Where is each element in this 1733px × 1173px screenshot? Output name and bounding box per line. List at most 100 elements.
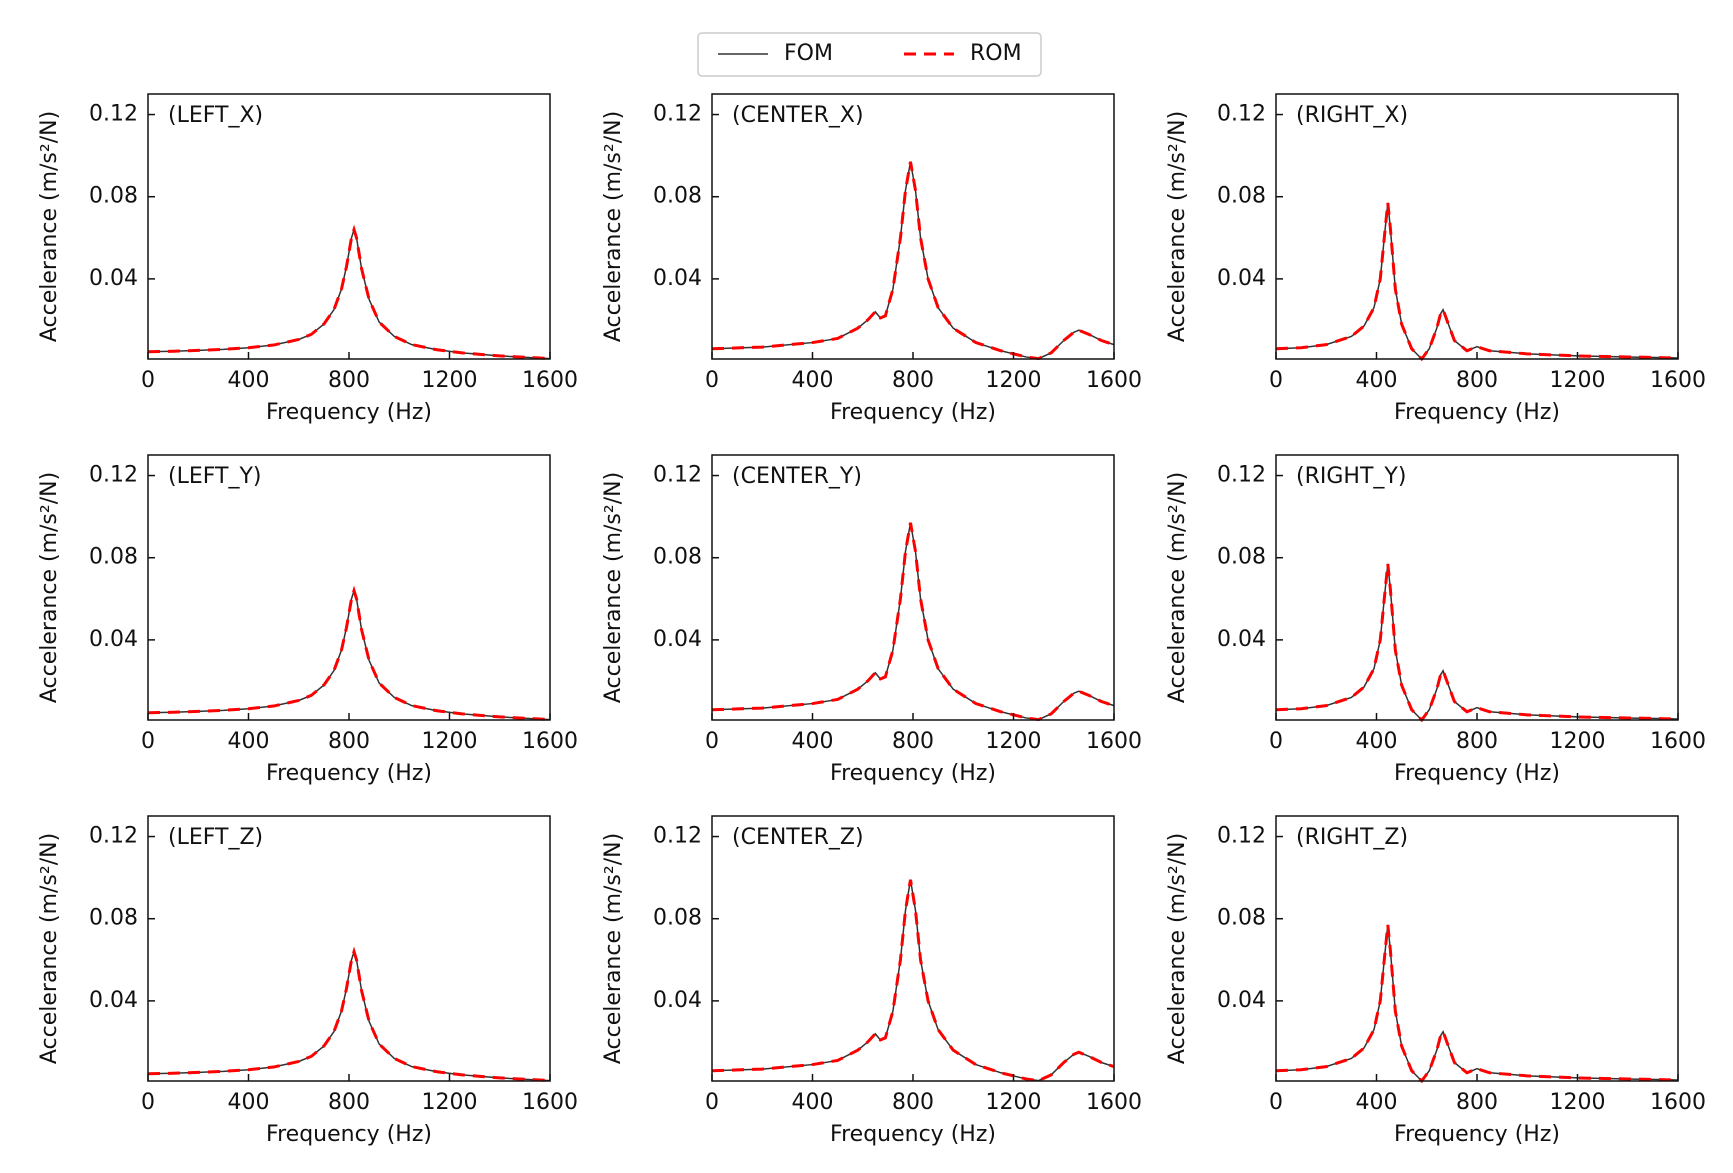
x-tick-label: 400 bbox=[1356, 368, 1398, 393]
x-tick-label: 1200 bbox=[986, 729, 1042, 754]
annotation: (RIGHT_Z) bbox=[1296, 825, 1408, 850]
y-tick-label: 0.12 bbox=[653, 463, 702, 488]
y-tick-label: 0.04 bbox=[89, 988, 138, 1013]
x-tick-label: 1200 bbox=[422, 368, 478, 393]
x-tick-label: 400 bbox=[228, 729, 270, 754]
y-tick-label: 0.04 bbox=[653, 988, 702, 1013]
x-tick-label: 1200 bbox=[422, 1090, 478, 1115]
axes-frame bbox=[147, 815, 551, 1082]
x-tick-label: 400 bbox=[792, 368, 834, 393]
y-axis-label: Accelerance (m/s²/N) bbox=[1165, 111, 1190, 342]
x-axis-label: Frequency (Hz) bbox=[830, 761, 996, 786]
axes-frame bbox=[1275, 93, 1679, 360]
y-tick-label: 0.08 bbox=[89, 184, 138, 209]
x-tick-label: 1600 bbox=[1650, 368, 1706, 393]
x-tick-label: 0 bbox=[141, 368, 155, 393]
x-tick-label: 1600 bbox=[1086, 368, 1142, 393]
x-tick-label: 0 bbox=[1269, 1090, 1283, 1115]
y-tick-label: 0.12 bbox=[1217, 463, 1266, 488]
x-tick-label: 1600 bbox=[1086, 1090, 1142, 1115]
x-tick-label: 1200 bbox=[1550, 368, 1606, 393]
y-axis-label: Accelerance (m/s²/N) bbox=[1165, 833, 1190, 1064]
annotation: (RIGHT_X) bbox=[1296, 103, 1408, 128]
x-axis-label: Frequency (Hz) bbox=[1394, 400, 1560, 425]
annotation: (LEFT_X) bbox=[168, 103, 263, 128]
x-tick-label: 400 bbox=[792, 729, 834, 754]
y-tick-label: 0.12 bbox=[89, 102, 138, 127]
x-axis-label: Frequency (Hz) bbox=[266, 400, 432, 425]
y-tick-label: 0.04 bbox=[89, 627, 138, 652]
y-tick-label: 0.08 bbox=[653, 906, 702, 931]
series-line bbox=[711, 879, 1115, 1082]
x-tick-label: 800 bbox=[1456, 368, 1498, 393]
x-tick-label: 1200 bbox=[422, 729, 478, 754]
x-tick-label: 1200 bbox=[1550, 729, 1606, 754]
series-line bbox=[1275, 924, 1679, 1083]
x-tick-label: 1600 bbox=[522, 368, 578, 393]
x-axis-label: Frequency (Hz) bbox=[266, 761, 432, 786]
series-line bbox=[711, 879, 1115, 1083]
x-axis-label: Frequency (Hz) bbox=[266, 1122, 432, 1147]
annotation: (LEFT_Z) bbox=[168, 825, 263, 850]
y-tick-label: 0.12 bbox=[89, 824, 138, 849]
legend-label: ROM bbox=[970, 41, 1022, 66]
x-axis-label: Frequency (Hz) bbox=[1394, 761, 1560, 786]
y-tick-label: 0.04 bbox=[1217, 988, 1266, 1013]
series-line bbox=[711, 522, 1115, 721]
series-line bbox=[711, 161, 1115, 361]
annotation: (CENTER_Y) bbox=[732, 464, 862, 489]
x-tick-label: 800 bbox=[892, 729, 934, 754]
axes-frame bbox=[147, 454, 551, 721]
axes-frame bbox=[711, 815, 1115, 1082]
legend-label: FOM bbox=[784, 41, 833, 66]
x-tick-label: 1600 bbox=[522, 729, 578, 754]
x-tick-label: 400 bbox=[228, 368, 270, 393]
series-line bbox=[1275, 563, 1679, 722]
annotation: (CENTER_Z) bbox=[732, 825, 864, 850]
y-tick-label: 0.04 bbox=[653, 266, 702, 291]
x-tick-label: 1200 bbox=[986, 368, 1042, 393]
x-tick-label: 0 bbox=[141, 729, 155, 754]
x-tick-label: 1600 bbox=[1650, 729, 1706, 754]
series-line bbox=[147, 585, 551, 722]
y-tick-label: 0.04 bbox=[1217, 266, 1266, 291]
y-axis-label: Accelerance (m/s²/N) bbox=[37, 472, 62, 703]
x-tick-label: 400 bbox=[1356, 729, 1398, 754]
y-tick-label: 0.08 bbox=[653, 545, 702, 570]
x-tick-label: 1200 bbox=[986, 1090, 1042, 1115]
y-tick-label: 0.08 bbox=[1217, 184, 1266, 209]
x-tick-label: 800 bbox=[328, 729, 370, 754]
series-line bbox=[1275, 202, 1679, 362]
y-tick-label: 0.08 bbox=[89, 906, 138, 931]
x-tick-label: 1600 bbox=[1086, 729, 1142, 754]
x-tick-label: 400 bbox=[792, 1090, 834, 1115]
x-tick-label: 0 bbox=[705, 1090, 719, 1115]
axes-frame bbox=[147, 93, 551, 360]
series-line bbox=[1275, 924, 1679, 1084]
y-tick-label: 0.08 bbox=[1217, 906, 1266, 931]
y-axis-label: Accelerance (m/s²/N) bbox=[601, 833, 626, 1064]
y-tick-label: 0.12 bbox=[89, 463, 138, 488]
y-tick-label: 0.04 bbox=[653, 627, 702, 652]
x-tick-label: 800 bbox=[328, 1090, 370, 1115]
y-tick-label: 0.12 bbox=[1217, 102, 1266, 127]
x-tick-label: 0 bbox=[705, 729, 719, 754]
x-tick-label: 1200 bbox=[1550, 1090, 1606, 1115]
legend-box bbox=[697, 32, 1042, 77]
x-tick-label: 800 bbox=[892, 1090, 934, 1115]
x-tick-label: 400 bbox=[1356, 1090, 1398, 1115]
series-line bbox=[711, 522, 1115, 722]
y-axis-label: Accelerance (m/s²/N) bbox=[37, 111, 62, 342]
x-tick-label: 0 bbox=[141, 1090, 155, 1115]
series-line bbox=[147, 946, 551, 1083]
series-line bbox=[1275, 563, 1679, 723]
x-tick-label: 1600 bbox=[1650, 1090, 1706, 1115]
x-tick-label: 0 bbox=[1269, 368, 1283, 393]
y-tick-label: 0.08 bbox=[1217, 545, 1266, 570]
y-tick-label: 0.04 bbox=[1217, 627, 1266, 652]
annotation: (LEFT_Y) bbox=[168, 464, 261, 489]
annotation: (RIGHT_Y) bbox=[1296, 464, 1406, 489]
x-tick-label: 800 bbox=[1456, 1090, 1498, 1115]
